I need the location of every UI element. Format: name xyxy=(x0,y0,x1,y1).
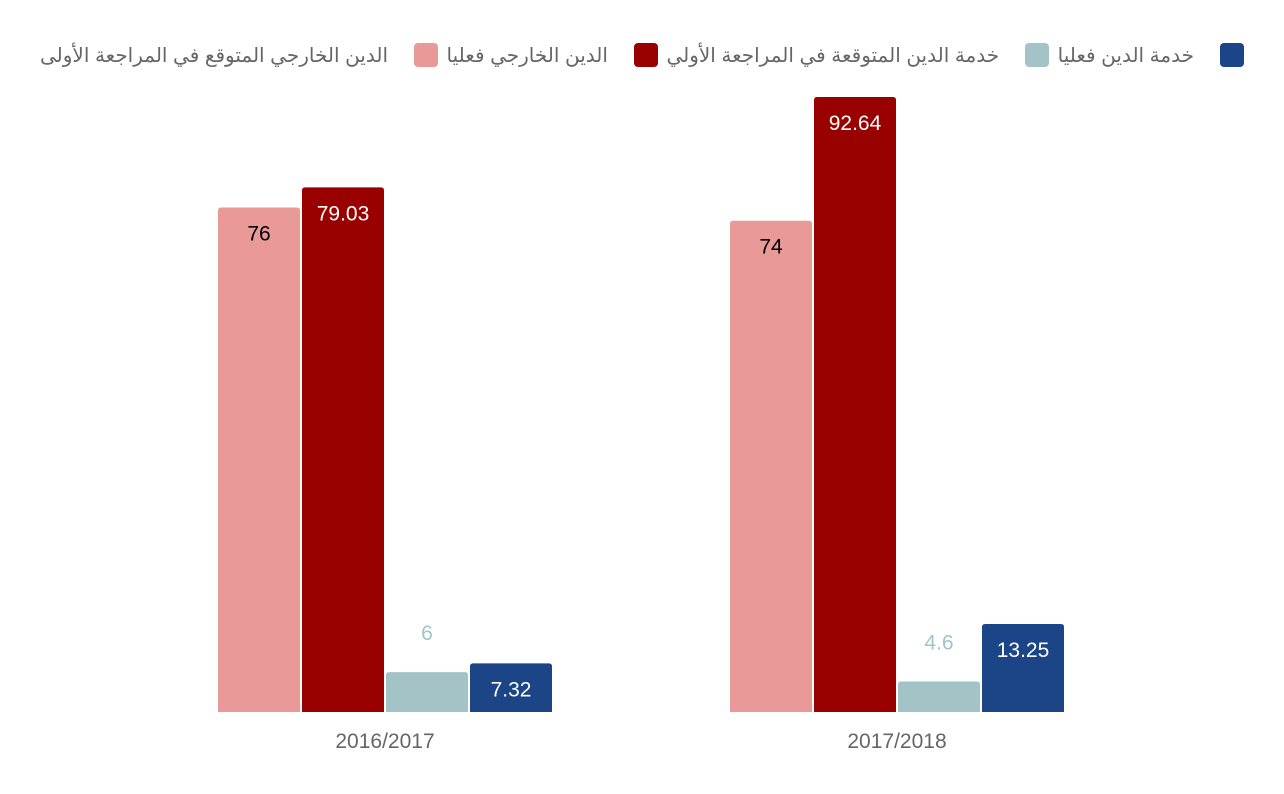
category-label: 2017/2018 xyxy=(847,730,946,753)
bar-value-label: 79.03 xyxy=(317,202,370,225)
category-label: 2016/2017 xyxy=(335,730,434,753)
bar[interactable] xyxy=(898,681,980,712)
legend-label: خدمة الدين فعليا xyxy=(1057,44,1194,67)
bar-value-label: 13.25 xyxy=(997,639,1050,662)
bar[interactable] xyxy=(814,97,896,712)
bar[interactable] xyxy=(470,663,552,712)
value-labels-layer: 76 79.03 6 7.32 74 92.64 4.6 13.25 xyxy=(247,112,1049,701)
legend-swatch xyxy=(414,43,439,67)
legend-item-expected-debt-service[interactable]: خدمة الدين المتوقعة في المراجعة الأولي xyxy=(666,43,1050,68)
chart-legend: خدمة الدين فعليا خدمة الدين المتوقعة في … xyxy=(40,38,1244,72)
bar-value-label: 74 xyxy=(759,236,783,259)
bars-layer xyxy=(218,97,1064,713)
bar-value-label: 6 xyxy=(421,622,433,645)
legend-swatch xyxy=(633,43,658,67)
legend-item-expected-external-debt[interactable]: الدين الخارجي المتوقع في المراجعة الأولى xyxy=(40,43,439,68)
legend-item-actual-debt-service[interactable]: خدمة الدين فعليا xyxy=(1058,43,1244,68)
bar[interactable] xyxy=(218,207,300,713)
bar[interactable] xyxy=(730,220,812,712)
bar-value-label: 76 xyxy=(247,222,270,245)
category-labels-layer: 2016/2017 2017/2018 xyxy=(335,730,946,753)
bar[interactable] xyxy=(982,624,1064,712)
bar-value-label: 92.64 xyxy=(829,112,882,135)
bar-value-label: 4.6 xyxy=(924,631,953,654)
legend-label: الدين الخارجي المتوقع في المراجعة الأولى xyxy=(40,44,389,67)
legend-item-actual-external-debt[interactable]: الدين الخارجي فعليا xyxy=(447,43,658,68)
bar[interactable] xyxy=(386,672,468,712)
legend-swatch xyxy=(1219,43,1244,67)
bar[interactable] xyxy=(302,187,384,712)
legend-label: خدمة الدين المتوقعة في المراجعة الأولي xyxy=(666,44,1000,67)
bar-value-label: 7.32 xyxy=(491,678,532,701)
legend-label: الدين الخارجي فعليا xyxy=(446,44,608,67)
legend-swatch xyxy=(1025,43,1050,67)
